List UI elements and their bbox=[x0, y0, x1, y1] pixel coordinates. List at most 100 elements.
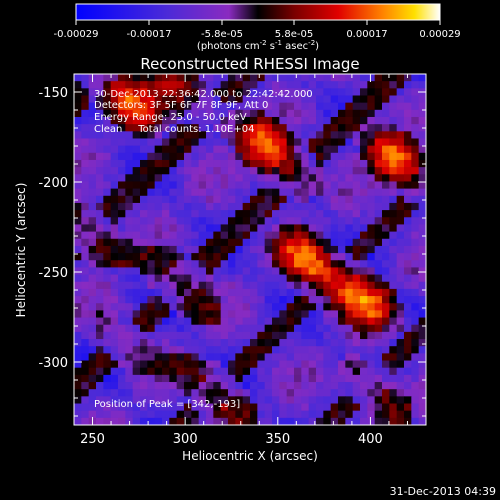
heatmap-cell bbox=[301, 410, 310, 419]
heatmap-cell bbox=[272, 331, 280, 340]
heatmap-cell bbox=[235, 174, 244, 182]
heatmap-cell bbox=[118, 138, 126, 147]
heatmap-cell bbox=[140, 353, 148, 361]
colorbar-units: (photons cm-2 s-1 asec-2) bbox=[197, 39, 319, 52]
heatmap-cell bbox=[396, 324, 405, 333]
heatmap-cell bbox=[294, 296, 302, 304]
heatmap-cell bbox=[345, 396, 354, 404]
heatmap-cell bbox=[389, 202, 398, 211]
heatmap-cell bbox=[418, 346, 427, 354]
heatmap-cell bbox=[147, 81, 156, 89]
heatmap-cell bbox=[169, 188, 178, 197]
heatmap-cell bbox=[396, 74, 405, 82]
heatmap-cell bbox=[360, 231, 368, 240]
heatmap-cell bbox=[418, 116, 427, 125]
heatmap-cell bbox=[132, 109, 141, 118]
heatmap-cell bbox=[316, 260, 324, 268]
heatmap-cell bbox=[147, 296, 156, 304]
heatmap-cell bbox=[352, 403, 361, 412]
heatmap-cell bbox=[96, 360, 104, 369]
heatmap-cell bbox=[396, 224, 405, 232]
heatmap-cell bbox=[264, 288, 273, 297]
heatmap-cell bbox=[228, 339, 236, 347]
heatmap-cell bbox=[198, 346, 207, 354]
heatmap-cell bbox=[374, 102, 383, 111]
heatmap-cell bbox=[418, 181, 427, 190]
heatmap-cell bbox=[345, 88, 354, 96]
heatmap-cell bbox=[418, 217, 427, 225]
heatmap-cell bbox=[103, 331, 112, 340]
heatmap-cell bbox=[294, 324, 302, 333]
heatmap-cell bbox=[301, 145, 310, 154]
heatmap-cell bbox=[125, 353, 134, 361]
heatmap-cell bbox=[96, 260, 104, 268]
heatmap-cell bbox=[235, 267, 244, 275]
heatmap-cell bbox=[103, 374, 112, 383]
heatmap-cell bbox=[242, 102, 251, 111]
heatmap-cell bbox=[294, 303, 302, 311]
heatmap-cell bbox=[301, 253, 310, 261]
heatmap-cell bbox=[389, 138, 398, 147]
heatmap-cell bbox=[382, 389, 390, 397]
heatmap-cell bbox=[191, 217, 200, 225]
heatmap-cell bbox=[279, 174, 288, 182]
heatmap-cell bbox=[323, 224, 332, 232]
heatmap-cell bbox=[213, 74, 222, 82]
heatmap-cell bbox=[169, 224, 178, 232]
heatmap-cell bbox=[418, 202, 427, 211]
heatmap-cell bbox=[110, 267, 119, 275]
heatmap-cell bbox=[242, 281, 251, 290]
heatmap-cell bbox=[294, 167, 302, 175]
heatmap-cell bbox=[382, 346, 390, 354]
heatmap-cell bbox=[140, 231, 148, 240]
heatmap-cell bbox=[242, 403, 251, 412]
heatmap-cell bbox=[162, 167, 170, 175]
heatmap-cell bbox=[250, 167, 258, 175]
heatmap-cell bbox=[81, 188, 90, 197]
heatmap-cell bbox=[191, 267, 200, 275]
heatmap-cell bbox=[162, 260, 170, 268]
heatmap-cell bbox=[198, 181, 207, 190]
heatmap-cell bbox=[198, 238, 207, 247]
heatmap-cell bbox=[154, 131, 163, 139]
heatmap-cell bbox=[74, 217, 82, 225]
heatmap-cell bbox=[382, 116, 390, 125]
heatmap-cell bbox=[257, 410, 266, 419]
heatmap-cell bbox=[140, 346, 148, 354]
heatmap-cell bbox=[294, 389, 302, 397]
heatmap-cell bbox=[294, 202, 302, 211]
heatmap-cell bbox=[132, 174, 141, 182]
heatmap-cell bbox=[140, 145, 148, 154]
heatmap-cell bbox=[389, 346, 398, 354]
heatmap-cell bbox=[213, 346, 222, 354]
heatmap-cell bbox=[389, 417, 398, 426]
heatmap-cell bbox=[264, 253, 273, 261]
heatmap-cell bbox=[345, 346, 354, 354]
heatmap-cell bbox=[404, 131, 412, 139]
heatmap-cell bbox=[374, 288, 383, 297]
heatmap-cell bbox=[154, 109, 163, 118]
heatmap-cell bbox=[330, 410, 339, 419]
heatmap-cell bbox=[235, 253, 244, 261]
heatmap-cell bbox=[264, 310, 273, 318]
heatmap-cell bbox=[118, 317, 126, 326]
heatmap-cell bbox=[103, 145, 112, 154]
heatmap-cell bbox=[162, 88, 170, 96]
heatmap-cell bbox=[272, 202, 280, 211]
heatmap-cell bbox=[96, 81, 104, 89]
heatmap-cell bbox=[110, 310, 119, 318]
heatmap-cell bbox=[206, 217, 214, 225]
heatmap-cell bbox=[81, 374, 90, 383]
heatmap-cell bbox=[279, 131, 288, 139]
heatmap-cell bbox=[242, 288, 251, 297]
heatmap-cell bbox=[396, 238, 405, 247]
heatmap-cell bbox=[330, 360, 339, 369]
heatmap-cell bbox=[308, 317, 317, 326]
heatmap-cell bbox=[162, 296, 170, 304]
heatmap-cell bbox=[389, 403, 398, 412]
heatmap-cell bbox=[330, 260, 339, 268]
heatmap-cell bbox=[220, 95, 229, 104]
heatmap-cell bbox=[206, 81, 214, 89]
heatmap-cell bbox=[330, 253, 339, 261]
heatmap-cell bbox=[382, 159, 390, 168]
